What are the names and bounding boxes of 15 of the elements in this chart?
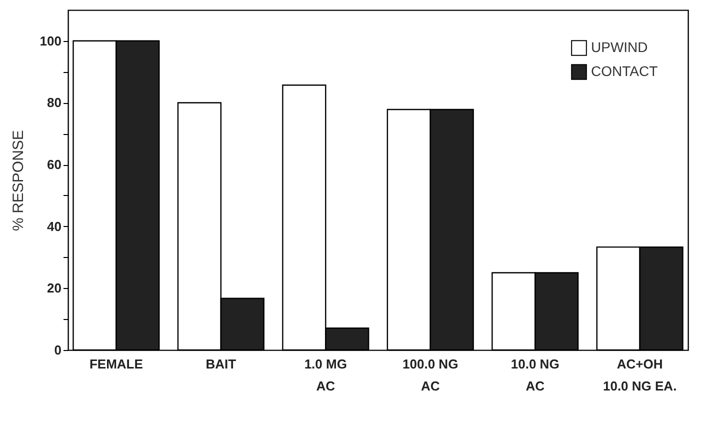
legend-label: CONTACT	[591, 63, 658, 79]
x-tick-label: BAIT	[206, 356, 236, 372]
x-tick-label: 10.0 NG AC	[510, 356, 560, 394]
y-tick-label: 60	[47, 157, 62, 172]
x-tick-label: 1.0 MG AC	[304, 356, 347, 394]
legend-label: UPWIND	[591, 39, 648, 55]
y-tick-label: 100	[40, 33, 62, 48]
y-tick-label: 20	[47, 280, 62, 296]
y-tick-label: 0	[54, 342, 62, 358]
x-tick-label: AC+OH 10.0 NG EA.	[602, 356, 677, 394]
y-tick-label: 40	[47, 218, 62, 234]
y-tick-label: 80	[47, 95, 62, 110]
x-tick-label: FEMALE	[89, 356, 144, 372]
x-tick-label: 100.0 NG AC	[402, 356, 458, 394]
y-axis-title: % RESPONSE	[10, 130, 27, 231]
